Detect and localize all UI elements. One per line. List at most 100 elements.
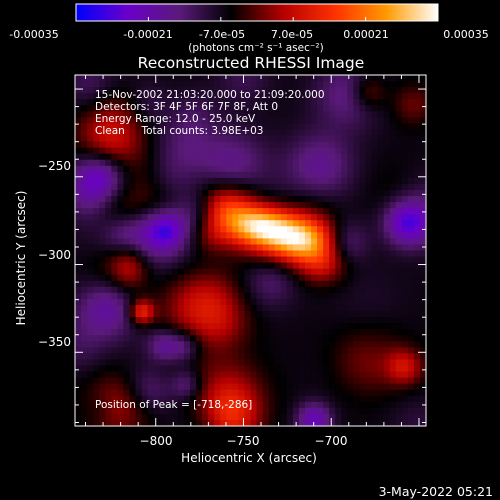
heatmap-cell: [135, 208, 143, 215]
heatmap-cell: [323, 208, 330, 215]
heatmap-cell: [159, 304, 167, 312]
heatmap-cell: [111, 323, 118, 330]
heatmap-cell: [141, 377, 149, 385]
heatmap-cell: [153, 244, 161, 252]
heatmap-cell: [105, 377, 112, 385]
heatmap-cell: [286, 111, 294, 118]
heatmap-cell: [105, 123, 112, 131]
heatmap-cell: [177, 317, 185, 324]
heatmap-cell: [311, 244, 318, 252]
heatmap-cell: [268, 87, 276, 94]
heatmap-cell: [268, 329, 276, 336]
heatmap-cell: [238, 177, 246, 185]
heatmap-cell: [111, 280, 118, 288]
heatmap-cell: [407, 93, 415, 100]
heatmap-cell: [274, 304, 282, 312]
heatmap-cell: [99, 341, 106, 348]
heatmap-cell: [335, 244, 342, 252]
heatmap-cell: [335, 329, 342, 336]
heatmap-cell: [329, 202, 336, 209]
heatmap-cell: [323, 123, 330, 131]
heatmap-cell: [317, 208, 324, 215]
heatmap-cell: [117, 111, 125, 118]
heatmap-cell: [226, 244, 233, 252]
heatmap-cell: [389, 238, 397, 246]
heatmap-cell: [208, 196, 215, 203]
heatmap-cell: [395, 93, 403, 100]
heatmap-cell: [359, 377, 367, 385]
heatmap-cell: [280, 147, 288, 155]
heatmap-cell: [208, 280, 215, 288]
heatmap-cell: [359, 171, 367, 179]
heatmap-cell: [177, 359, 185, 367]
heatmap-cell: [292, 177, 300, 185]
heatmap-cell: [250, 177, 258, 185]
heatmap-cell: [256, 383, 264, 391]
heatmap-cell: [232, 323, 239, 330]
heatmap-cell: [262, 311, 270, 318]
heatmap-cell: [141, 105, 149, 112]
heatmap-cell: [286, 208, 294, 215]
heatmap-cell: [317, 171, 324, 179]
heatmap-cell: [256, 81, 264, 88]
heatmap-cell: [389, 111, 397, 118]
heatmap-cell: [280, 280, 288, 288]
heatmap-cell: [165, 304, 173, 312]
heatmap-cell: [335, 413, 342, 421]
heatmap-cell: [262, 353, 270, 361]
heatmap-cell: [359, 202, 367, 209]
heatmap-cell: [214, 401, 221, 409]
heatmap-cell: [75, 413, 82, 421]
heatmap-cell: [329, 165, 336, 173]
heatmap-cell: [298, 341, 306, 348]
heatmap-cell: [208, 177, 215, 185]
heatmap-cell: [87, 292, 94, 300]
heatmap-cell: [274, 256, 282, 264]
heatmap-cell: [353, 111, 361, 118]
heatmap-cell: [165, 214, 173, 221]
heatmap-cell: [353, 189, 361, 197]
heatmap-cell: [208, 401, 215, 409]
heatmap-cell: [395, 383, 403, 391]
heatmap-cell: [292, 208, 300, 215]
plot-frame: [74, 74, 427, 427]
heatmap-cell: [371, 347, 379, 354]
heatmap-cell: [365, 244, 373, 252]
heatmap-cell: [81, 389, 88, 397]
heatmap-cell: [323, 250, 330, 258]
heatmap-cell: [165, 159, 173, 167]
heatmap-cell: [93, 256, 100, 264]
heatmap-cell: [353, 347, 361, 354]
heatmap-cell: [377, 129, 385, 137]
heatmap-cell: [105, 365, 112, 373]
heatmap-cell: [311, 280, 318, 288]
heatmap-cell: [304, 232, 312, 239]
heatmap-cell: [189, 280, 197, 288]
heatmap-cell: [419, 123, 427, 131]
heatmap-cell: [371, 353, 379, 361]
heatmap-cell: [208, 232, 215, 239]
heatmap-cell: [268, 123, 276, 131]
heatmap-cell: [159, 129, 167, 137]
heatmap-cell: [75, 189, 82, 197]
heatmap-cell: [171, 189, 179, 197]
heatmap-cell: [274, 347, 282, 354]
heatmap-cell: [208, 419, 215, 427]
heatmap-cell: [196, 196, 203, 203]
heatmap-cell: [413, 335, 421, 342]
heatmap-cell: [93, 177, 100, 185]
heatmap-cell: [141, 347, 149, 354]
heatmap-cell: [147, 171, 155, 179]
heatmap-cell: [147, 329, 155, 336]
heatmap-cell: [141, 87, 149, 94]
heatmap-cell: [220, 323, 227, 330]
heatmap-cell: [99, 105, 106, 112]
heatmap-cell: [262, 196, 270, 203]
heatmap-cell: [298, 141, 306, 149]
heatmap-cell: [214, 123, 221, 131]
heatmap-cell: [226, 280, 233, 288]
heatmap-cell: [383, 244, 391, 252]
heatmap-cell: [153, 335, 161, 342]
heatmap-cell: [123, 232, 131, 239]
heatmap-cell: [183, 87, 191, 94]
